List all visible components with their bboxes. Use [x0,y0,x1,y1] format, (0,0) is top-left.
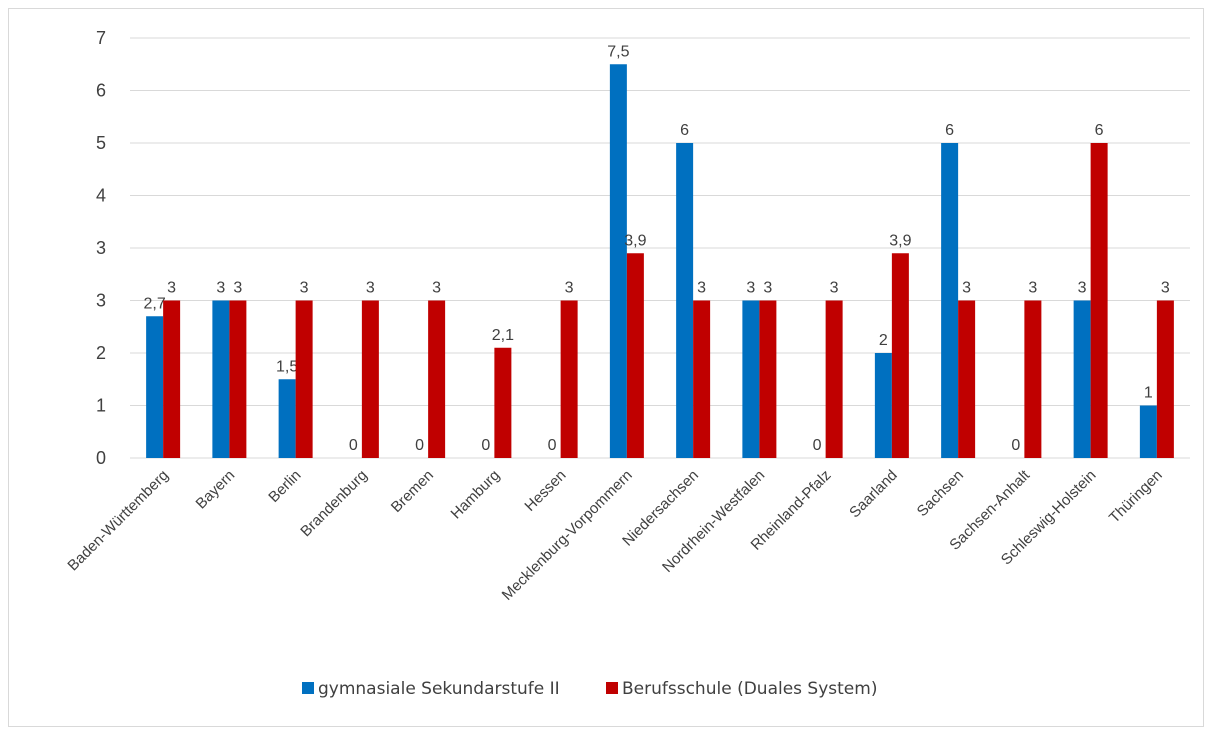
x-tick-label: Bremen [388,467,437,516]
bar-berufsschule [759,300,777,458]
data-label: 3 [233,280,242,297]
bar-berufsschule [958,300,976,458]
bar-berufsschule [891,253,909,458]
bar-gymnasial [1073,300,1091,458]
data-label: 3 [432,280,441,297]
data-label: 3 [830,280,839,297]
bar-berufsschule [626,253,644,458]
bar-gymnasial [1139,405,1157,458]
data-label: 3,9 [889,232,911,249]
data-label: 3 [366,280,375,297]
bar-gymnasial [212,300,230,458]
data-label: 3,9 [624,232,646,249]
bar-berufsschule [1090,143,1108,458]
x-tick-label: Brandenburg [297,467,370,540]
bar-gymnasial [676,143,694,458]
x-tick-label: Berlin [265,467,304,506]
bar-berufsschule [1156,300,1174,458]
bar-berufsschule [560,300,578,458]
x-tick-label: Saarland [846,467,900,521]
y-tick-label: 2 [96,343,106,363]
data-label: 0 [813,437,822,454]
data-label: 3 [1161,280,1170,297]
data-label: 3 [1028,280,1037,297]
bar-gymnasial [146,316,164,458]
data-label: 6 [945,122,954,139]
data-label: 1 [1144,385,1153,402]
data-label: 3 [746,280,755,297]
bar-berufsschule [825,300,843,458]
bar-gymnasial [609,64,627,458]
data-label: 2,1 [492,327,514,344]
data-label: 3 [167,280,176,297]
chart-frame [8,8,1204,727]
y-tick-label: 5 [96,133,106,153]
data-label: 6 [680,122,689,139]
y-tick-label: 3 [96,291,106,311]
data-label: 2,7 [144,295,166,312]
x-tick-label: Baden-Württemberg [64,467,172,575]
data-label: 3 [962,280,971,297]
data-label: 1,5 [276,358,298,375]
x-tick-label: Hamburg [448,467,504,523]
bar-berufsschule [295,300,313,458]
bar-gymnasial [278,379,296,458]
y-tick-label: 4 [96,186,106,206]
y-tick-label: 0 [96,448,106,468]
data-label: 0 [548,437,557,454]
x-tick-label: Thüringen [1106,467,1166,527]
bar-gymnasial [874,353,892,458]
data-label: 0 [481,437,490,454]
x-tick-label: Bayern [193,467,239,513]
data-label: 0 [349,437,358,454]
bar-berufsschule [693,300,711,458]
data-label: 7,5 [607,43,629,60]
x-tick-label: Hessen [521,467,569,515]
bar-berufsschule [229,300,247,458]
legend-label-gymnasial: gymnasiale Sekundarstufe II [318,679,560,699]
x-tick-label: Sachsen [914,467,967,520]
bar-berufsschule [428,300,446,458]
data-label: 0 [415,437,424,454]
bar-berufsschule [494,347,512,458]
x-tick-label: Mecklenburg-Vorpommern [499,467,636,604]
data-label: 3 [300,280,309,297]
data-label: 3 [216,280,225,297]
y-tick-label: 6 [96,81,106,101]
data-label: 3 [697,280,706,297]
data-label: 3 [763,280,772,297]
data-label: 0 [1011,437,1020,454]
bar-gymnasial [941,143,959,458]
y-tick-label: 7 [96,28,106,48]
bar-berufsschule [163,300,181,458]
data-label: 3 [1078,280,1087,297]
legend-label-berufsschule: Berufsschule (Duales System) [622,679,877,699]
bar-berufsschule [361,300,379,458]
legend-swatch-berufsschule [606,682,618,694]
y-tick-label: 3 [96,238,106,258]
legend-swatch-gymnasial [302,682,314,694]
data-label: 2 [879,332,888,349]
bar-berufsschule [1024,300,1042,458]
y-tick-label: 1 [96,396,106,416]
data-label: 6 [1095,122,1104,139]
bar-gymnasial [742,300,760,458]
data-label: 3 [565,280,574,297]
